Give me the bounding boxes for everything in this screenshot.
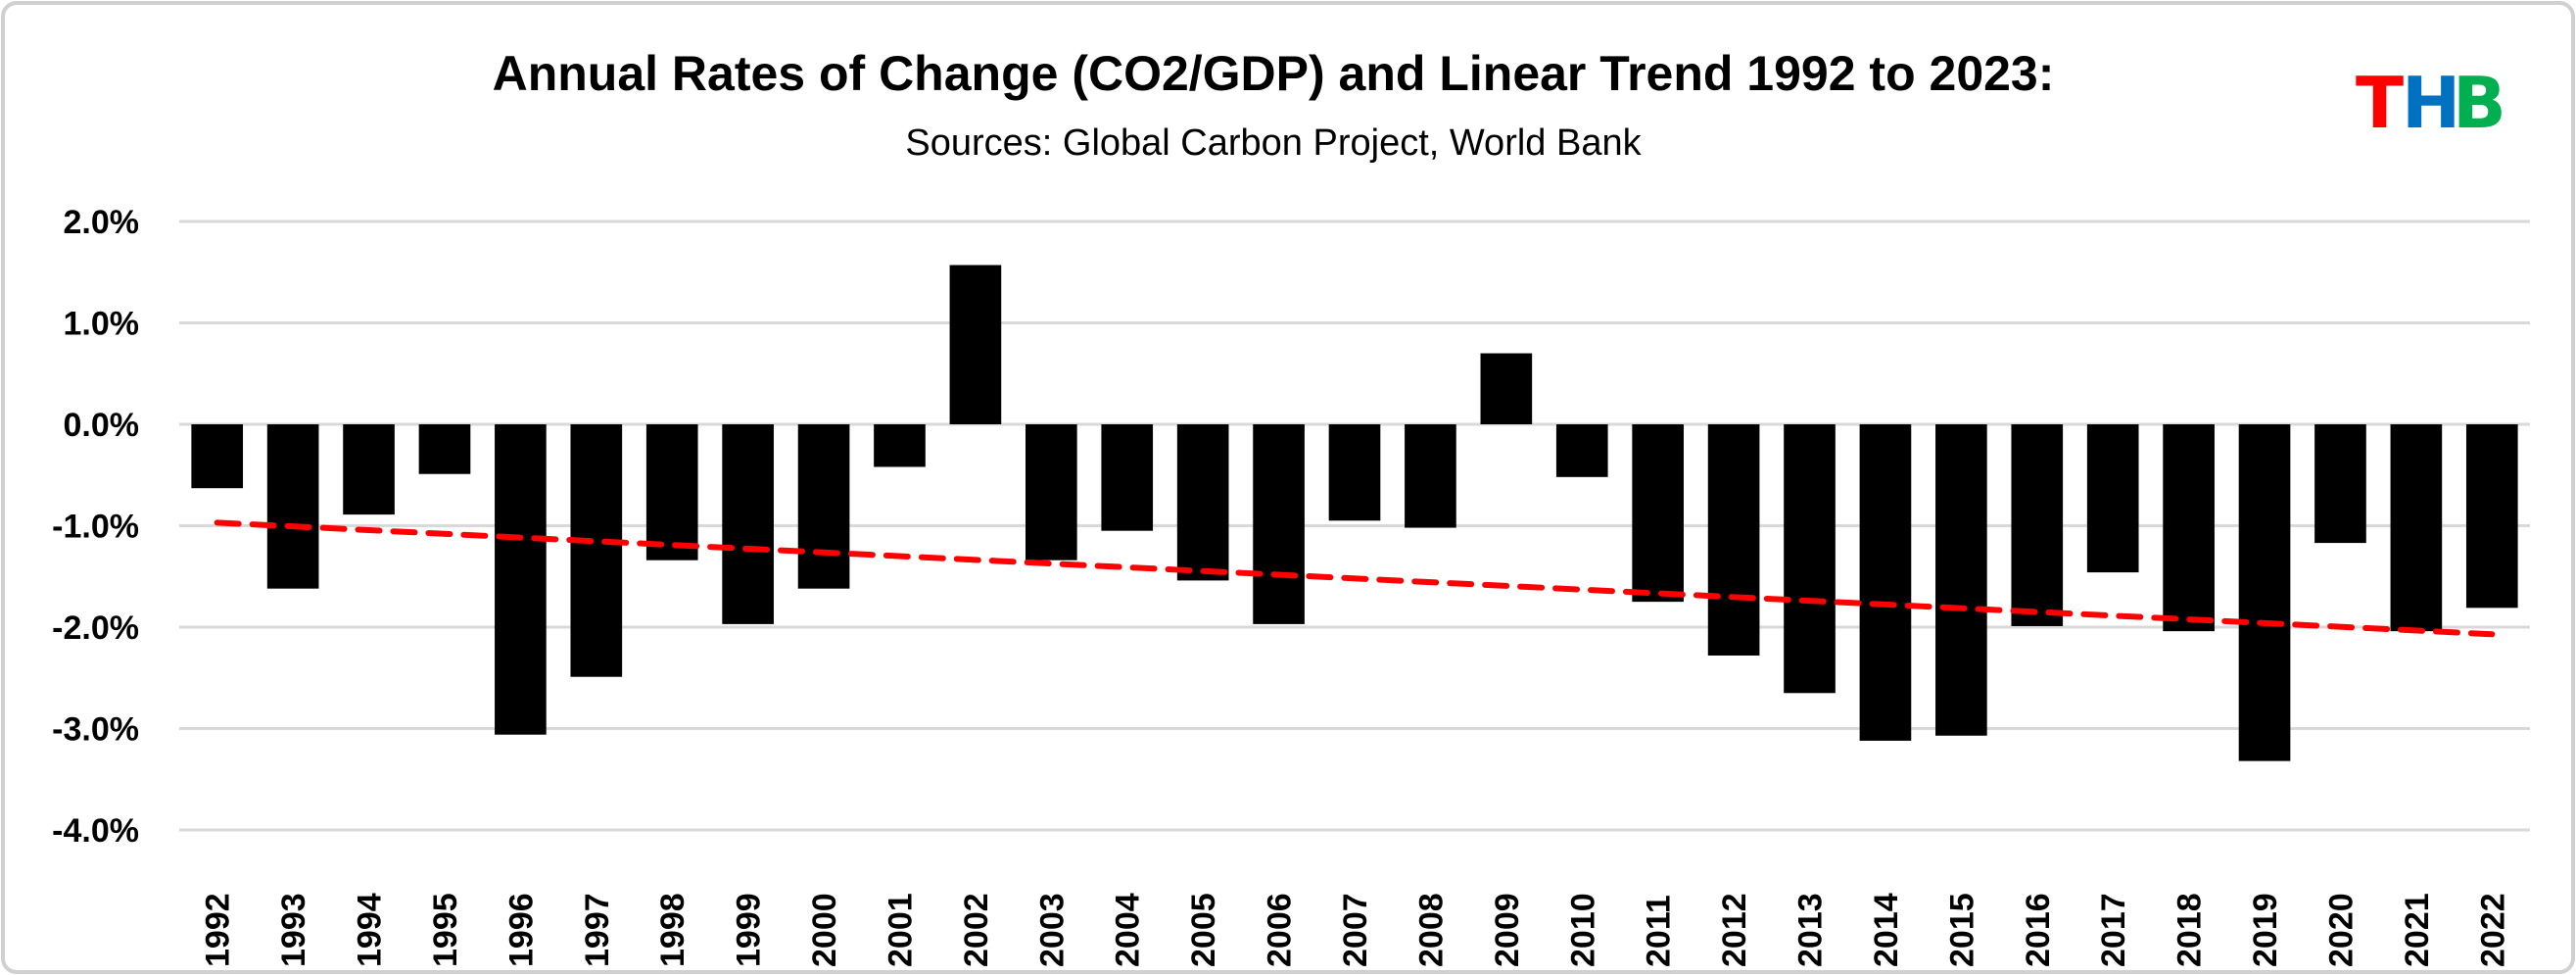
bar-2013: [1784, 424, 1836, 694]
x-tick-label: 2016: [2020, 893, 2057, 967]
bar-2012: [1707, 424, 1760, 656]
bar-2016: [2011, 424, 2064, 626]
trend-line-group: [214, 519, 2496, 638]
x-tick-label: 2019: [2247, 893, 2284, 967]
chart-subtitle: Sources: Global Carbon Project, World Ba…: [905, 122, 1642, 164]
bar-2014: [1859, 424, 1912, 741]
logo-letter-t: T: [2356, 62, 2404, 144]
bar-2018: [2163, 424, 2215, 632]
bar-1997: [570, 424, 623, 677]
y-tick-label: 2.0%: [64, 204, 140, 241]
x-tick-label: 2000: [806, 893, 843, 967]
bar-2007: [1328, 424, 1381, 521]
x-tick-label: 2015: [1943, 893, 1980, 967]
x-tick-label: 1994: [352, 893, 389, 967]
x-tick-label: 2013: [1792, 893, 1830, 967]
logo-letter-b: B: [2453, 62, 2506, 144]
x-tick-label: 2022: [2474, 893, 2511, 967]
bar-1998: [645, 424, 698, 561]
x-tick-label: 1997: [579, 893, 616, 967]
x-tick-label: 2002: [958, 893, 995, 967]
x-tick-label: 2009: [1489, 893, 1526, 967]
bar-1993: [266, 424, 319, 589]
y-tick-label: 0.0%: [64, 407, 140, 444]
bar-2003: [1026, 424, 1077, 561]
x-tick-label: 2014: [1868, 893, 1905, 967]
y-tick-label: -3.0%: [52, 711, 139, 749]
x-tick-label: 2020: [2322, 893, 2360, 967]
x-tick-label: 2017: [2095, 893, 2132, 967]
x-tick-label: 2004: [1110, 893, 1147, 967]
y-axis-ticks: 2.0% 1.0% 0.0% -1.0% -2.0% -3.0% -4.0%: [52, 204, 139, 850]
bar-2019: [2238, 424, 2291, 761]
bar-1994: [343, 424, 395, 515]
bar-2010: [1555, 424, 1608, 477]
bar-2009: [1480, 353, 1533, 424]
bar-2020: [2314, 424, 2366, 544]
x-tick-label: 2012: [1716, 893, 1753, 967]
y-tick-label: -2.0%: [52, 609, 139, 647]
thb-logo: T H B: [2356, 62, 2506, 144]
x-tick-label: 2007: [1337, 893, 1374, 967]
x-tick-label: 2006: [1262, 893, 1299, 967]
x-tick-label: 2011: [1641, 895, 1678, 967]
bar-2005: [1176, 424, 1229, 581]
bar-2008: [1405, 424, 1456, 528]
x-tick-label: 1999: [731, 893, 768, 967]
bar-2002: [949, 265, 1002, 424]
bar-2004: [1101, 424, 1154, 531]
bar-2017: [2086, 424, 2139, 573]
x-tick-label: 2001: [882, 893, 919, 967]
x-tick-label: 1995: [427, 893, 464, 967]
bar-2022: [2465, 424, 2518, 609]
x-tick-label: 1992: [200, 893, 237, 967]
x-tick-label: 1996: [502, 893, 540, 967]
bar-2021: [2390, 424, 2443, 632]
x-tick-label: 1993: [275, 893, 312, 967]
x-tick-label: 2005: [1185, 893, 1222, 967]
bar-1996: [495, 424, 547, 735]
x-tick-label: 2021: [2399, 893, 2436, 967]
bar-2001: [874, 424, 926, 467]
x-axis-ticks: 1992 1993 1994 1995 1996 1997 1998 1999 2000 2001…: [200, 893, 2512, 967]
x-tick-label: 2010: [1564, 893, 1601, 967]
bar-2011: [1632, 424, 1684, 603]
bar-2015: [1935, 424, 1987, 736]
bar-1999: [722, 424, 774, 624]
linear-trend-line: [214, 519, 2496, 638]
y-tick-label: -4.0%: [52, 812, 139, 850]
chart-title: Annual Rates of Change (CO2/GDP) and Lin…: [493, 46, 2055, 101]
x-tick-label: 2018: [2171, 893, 2209, 967]
bar-2006: [1253, 424, 1305, 624]
bars: [191, 265, 2518, 761]
y-tick-label: -1.0%: [52, 509, 139, 546]
bar-1995: [418, 424, 471, 474]
x-tick-label: 2008: [1412, 893, 1450, 967]
x-tick-label: 1998: [654, 893, 692, 967]
y-tick-label: 1.0%: [64, 306, 140, 343]
x-tick-label: 2003: [1033, 893, 1071, 967]
bar-1992: [191, 424, 244, 489]
logo-letter-h: H: [2402, 62, 2460, 144]
bar-2000: [797, 424, 850, 589]
